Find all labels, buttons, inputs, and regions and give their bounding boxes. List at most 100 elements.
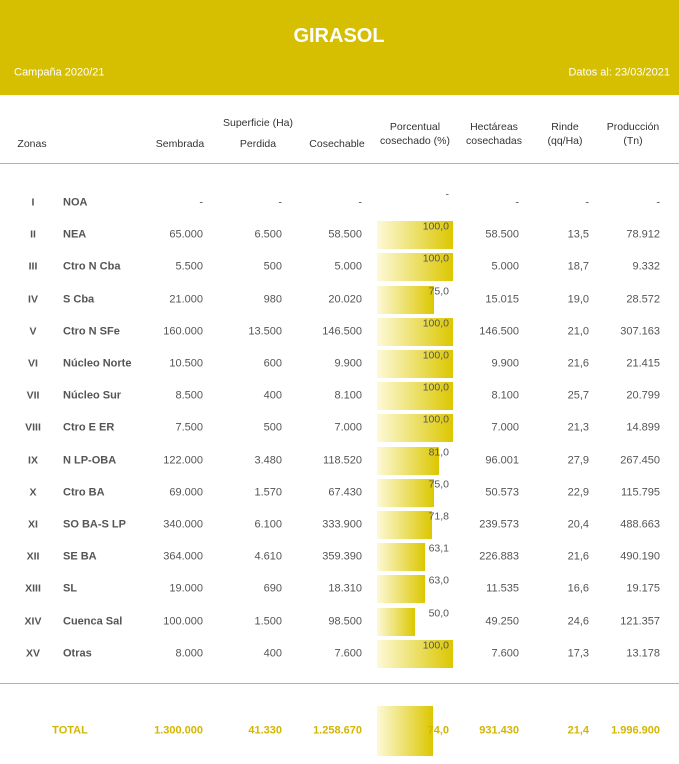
zone-number: IV [28, 293, 38, 306]
cell: 10.500 [169, 357, 203, 370]
zone-name: Núcleo Norte [63, 357, 132, 370]
percent-value: 100,0 [422, 381, 449, 394]
cell: 488.663 [620, 518, 660, 531]
cell: 18.310 [328, 582, 362, 595]
percent-bar [377, 414, 453, 443]
zone-number: VII [26, 389, 40, 402]
date: Datos al: 23/03/2021 [568, 66, 670, 79]
cell: 7.500 [175, 421, 203, 434]
cell: 69.000 [169, 486, 203, 499]
header-band [0, 0, 679, 95]
cell: 980 [263, 293, 282, 306]
zone-name: NEA [63, 228, 87, 241]
percent-value: 100,0 [422, 252, 449, 265]
cell: 16,6 [567, 582, 589, 595]
zone-number: XII [26, 550, 40, 563]
cell: 27,9 [567, 454, 589, 467]
cell: 96.001 [485, 454, 519, 467]
zone-name: S Cba [63, 293, 95, 306]
zone-name: Ctro BA [63, 486, 105, 499]
cell: 5.000 [491, 260, 519, 273]
cell: 49.250 [485, 615, 519, 628]
cell: 1.570 [254, 486, 282, 499]
cell: 146.500 [479, 325, 519, 338]
cell: 8.100 [491, 389, 519, 402]
column-header: cosechadas [465, 135, 523, 147]
cell: 6.100 [254, 518, 282, 531]
cell: 58.500 [485, 228, 519, 241]
cell: - [358, 196, 362, 209]
zone-number: XIII [25, 582, 41, 595]
cell: 307.163 [620, 325, 660, 338]
cell: 122.000 [163, 454, 203, 467]
cell: 19,0 [567, 293, 589, 306]
percent-bar [377, 446, 439, 475]
zone-number: XIV [24, 615, 42, 628]
cell: 4.610 [254, 550, 282, 563]
cell: 359.390 [322, 550, 362, 563]
zone-number: X [29, 486, 37, 499]
cell: 400 [263, 389, 282, 402]
column-header: Sembrada [155, 138, 205, 150]
percent-value: 100,0 [422, 349, 449, 362]
total-cell: 1.300.000 [154, 724, 203, 737]
cell: 5.500 [175, 260, 203, 273]
cell: 8.000 [175, 647, 203, 660]
cell: 8.500 [175, 389, 203, 402]
cell: 19.000 [169, 582, 203, 595]
cell: - [656, 196, 660, 209]
percent-value: 81,0 [428, 446, 449, 459]
cell: 21.415 [626, 357, 660, 370]
cell: 13,5 [567, 228, 589, 241]
percent-bar [377, 639, 453, 668]
cell: 18,7 [567, 260, 589, 273]
cell: 9.900 [334, 357, 362, 370]
column-header: cosechado (%) [379, 135, 451, 147]
cell: 20.799 [626, 389, 660, 402]
percent-bar [377, 706, 434, 756]
percent-value: 100,0 [422, 220, 449, 233]
zone-number: III [28, 260, 38, 273]
cell: 333.900 [322, 518, 362, 531]
cell: 3.480 [254, 454, 282, 467]
zone-name: Cuenca Sal [63, 615, 123, 628]
cell: 118.520 [323, 454, 362, 467]
cell: 21,6 [567, 550, 589, 563]
zone-number: XV [25, 647, 41, 660]
cell: 17,3 [567, 647, 589, 660]
cell: 160.000 [163, 325, 203, 338]
zone-number: I [31, 196, 35, 209]
cell: 98.500 [328, 615, 362, 628]
column-header: Rinde [551, 121, 579, 133]
percent-bar [377, 575, 425, 604]
cell: 8.100 [334, 389, 362, 402]
percent-bar [377, 607, 415, 636]
zone-name: NOA [63, 196, 88, 209]
cell: 21,3 [567, 421, 589, 434]
percent-value: 75,0 [428, 478, 449, 491]
zone-name: SO BA-S LP [63, 518, 126, 531]
zone-number: V [29, 325, 37, 338]
zone-name: Ctro N SFe [63, 325, 120, 338]
cell: 25,7 [567, 389, 589, 402]
percent-bar [377, 543, 425, 572]
column-header: Perdida [239, 138, 277, 150]
total-cell: 41.330 [248, 724, 282, 737]
cell: 9.332 [632, 260, 660, 273]
column-header: Porcentual [389, 121, 441, 133]
cell: 15.015 [485, 293, 519, 306]
cell: 490.190 [620, 550, 660, 563]
cell: 28.572 [626, 293, 660, 306]
cell: 239.573 [479, 518, 519, 531]
cell: 19.175 [626, 582, 660, 595]
zone-name: SL [63, 582, 78, 595]
cell: 21,0 [567, 325, 589, 338]
total-cell: 1.996.900 [611, 724, 660, 737]
cell: 5.000 [334, 260, 362, 273]
cell: 21.000 [169, 293, 203, 306]
cell: 364.000 [163, 550, 203, 563]
zone-name: Ctro E ER [63, 421, 115, 434]
cell: 121.357 [620, 615, 660, 628]
column-header: (qq/Ha) [547, 135, 583, 147]
